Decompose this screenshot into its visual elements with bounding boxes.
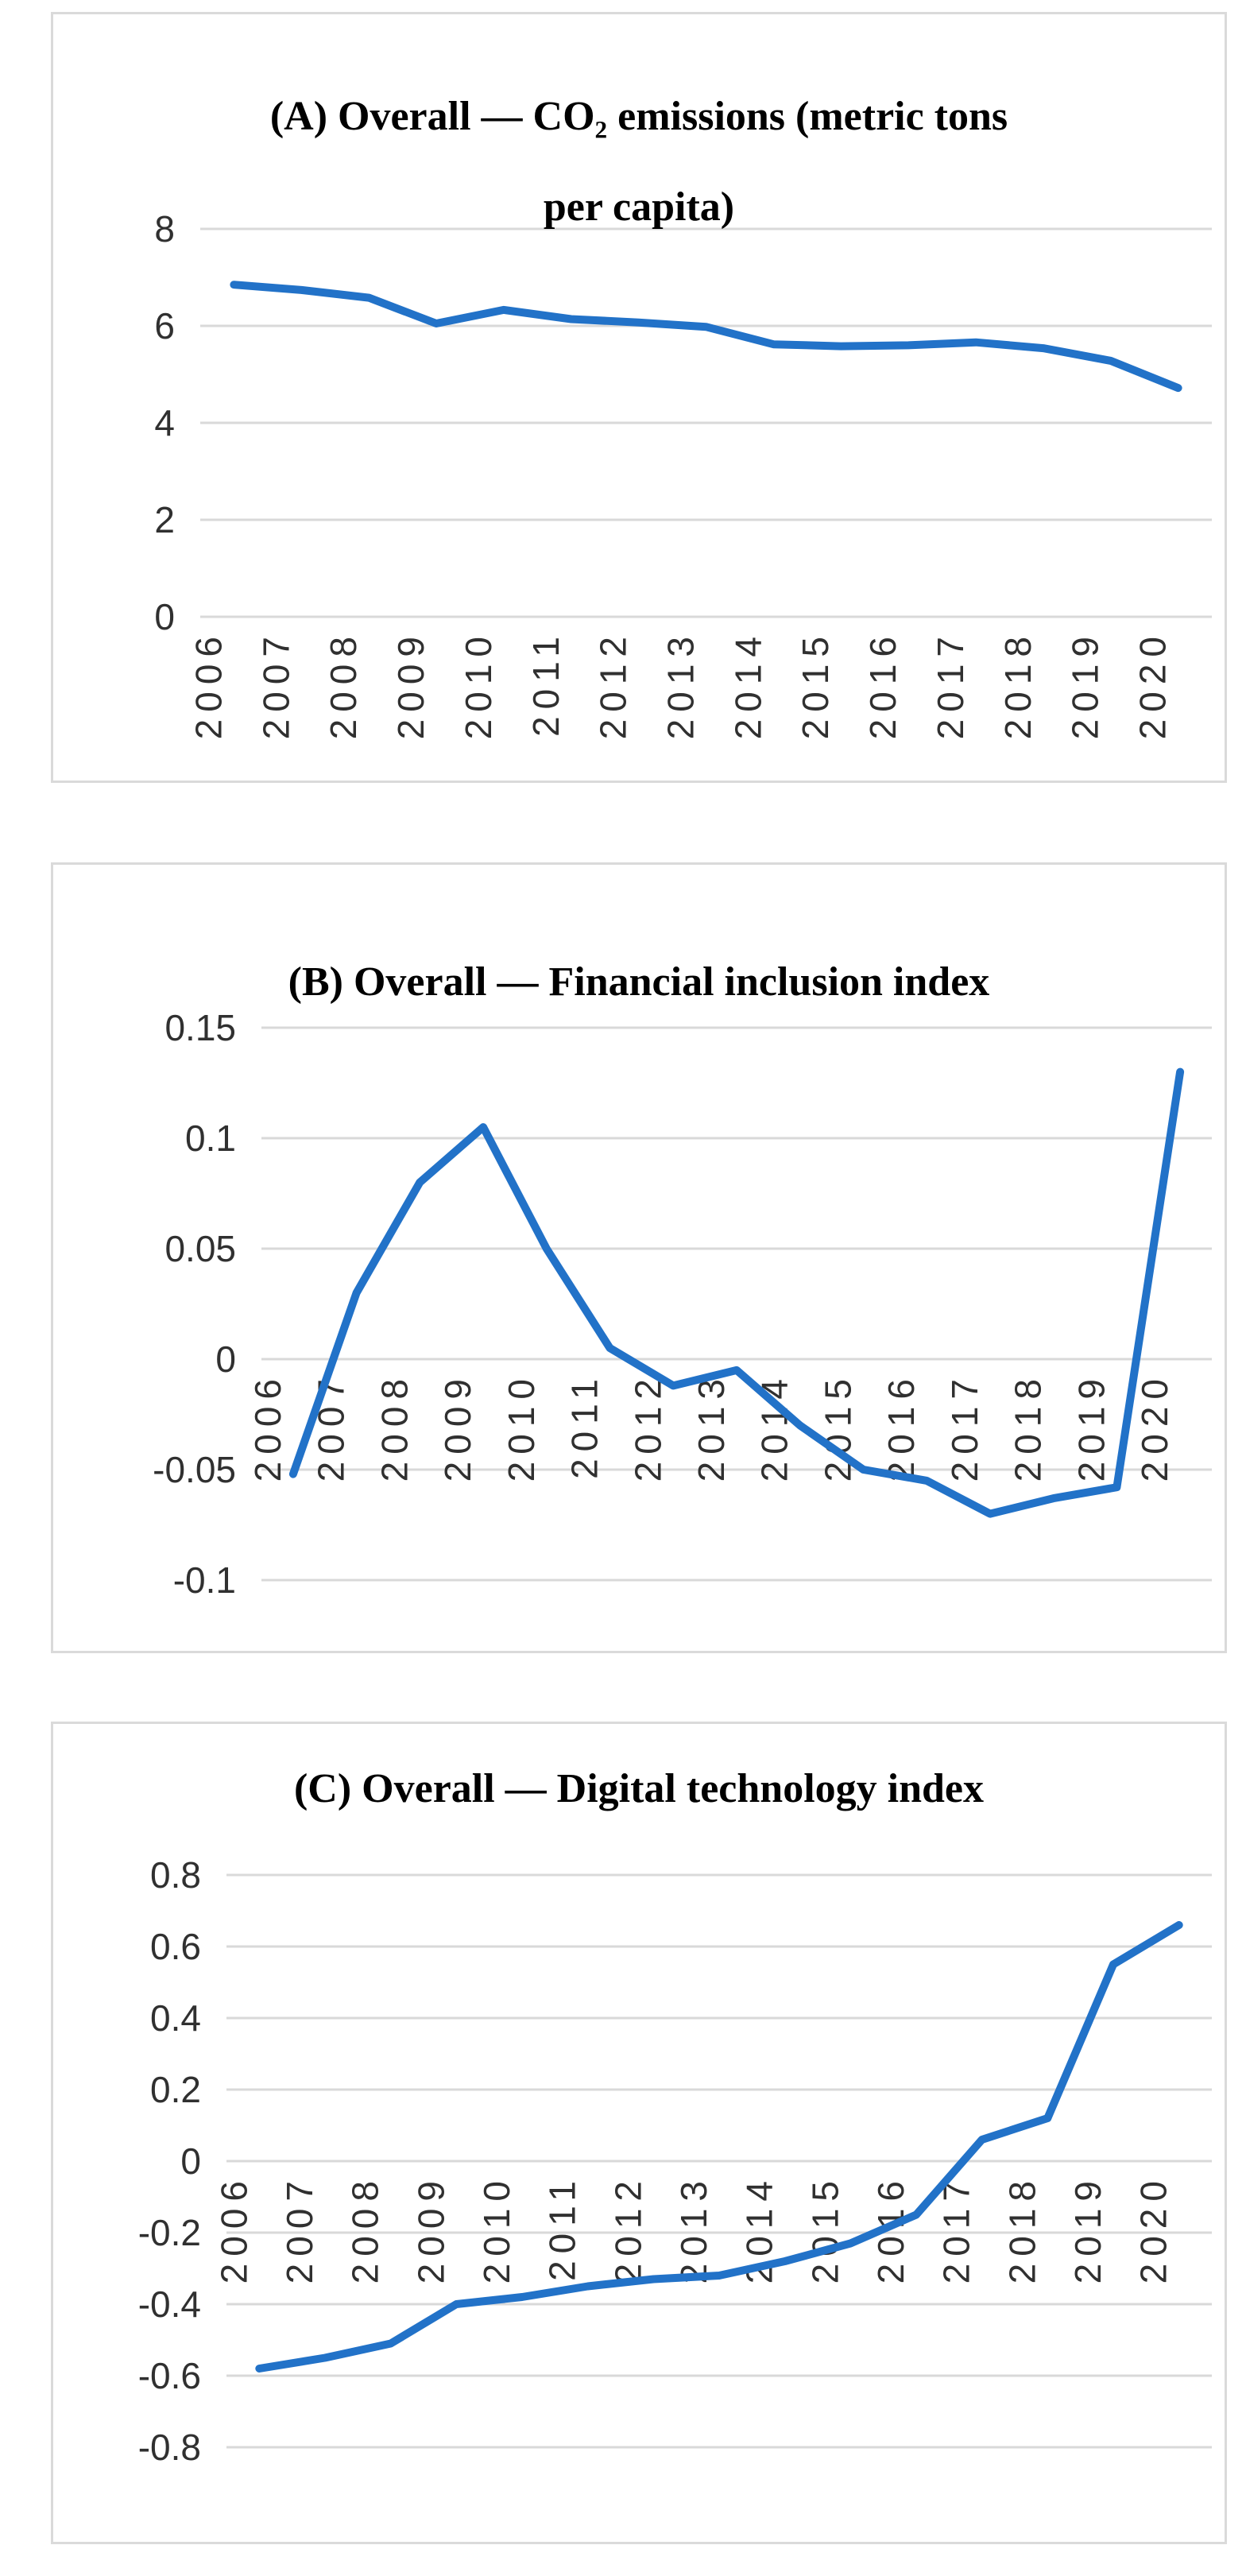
x-tick-label-year: 2018 bbox=[997, 629, 1039, 739]
x-tick-label-year: 2012 bbox=[627, 1372, 668, 1482]
y-tick-label: -0.05 bbox=[153, 1449, 236, 1490]
x-tick-label-year: 2017 bbox=[936, 2174, 977, 2284]
x-tick-label-year: 2013 bbox=[660, 629, 702, 739]
x-tick-label-year: 2019 bbox=[1067, 2174, 1109, 2284]
x-tick-label-year: 2011 bbox=[542, 2174, 583, 2281]
x-tick-label-year: 2015 bbox=[795, 629, 836, 739]
x-tick-label-year: 2019 bbox=[1065, 629, 1106, 739]
x-tick-label-year: 2013 bbox=[691, 1372, 732, 1482]
x-tick-label-year: 2006 bbox=[247, 1372, 288, 1482]
x-tick-label-year: 2008 bbox=[345, 2174, 386, 2284]
financial-inclusion-chart-panel: 0.15 0.1 0.05 0 -0.05 -0.1 2006 2007 2008 2009 201… bbox=[51, 862, 1227, 1653]
y-tick-label: 2 bbox=[154, 499, 175, 540]
y-tick-label: 0 bbox=[154, 596, 175, 637]
x-tick-label-year: 2010 bbox=[476, 2174, 517, 2284]
x-tick-label-year: 2009 bbox=[390, 629, 431, 739]
x-tick-label-year: 2016 bbox=[880, 1372, 922, 1482]
x-tick-label-year: 2013 bbox=[673, 2174, 714, 2284]
x-axis-tick-labels: 2006 2007 2008 2009 2010 2011 2012 2013 2014 2015… bbox=[188, 629, 1173, 739]
y-axis-tick-labels: 0.8 0.6 0.4 0.2 0 -0.2 -0.4 -0.6 -0.8 bbox=[138, 1854, 201, 2468]
x-tick-label-year: 2008 bbox=[323, 629, 364, 739]
y-tick-label: 0.4 bbox=[150, 1997, 201, 2039]
x-tick-label-year: 2007 bbox=[311, 1372, 352, 1482]
gridlines bbox=[226, 1873, 1212, 2449]
y-tick-label: 0.15 bbox=[164, 1007, 236, 1048]
y-tick-label: 4 bbox=[154, 402, 175, 444]
y-tick-label: 6 bbox=[154, 305, 175, 347]
x-tick-label-year: 2018 bbox=[1008, 1372, 1049, 1482]
x-tick-label-year: 2020 bbox=[1132, 629, 1174, 739]
digital-technology-line-chart: 0.8 0.6 0.4 0.2 0 -0.2 -0.4 -0.6 -0.8 2006 2007 200… bbox=[138, 1854, 1212, 2468]
x-tick-label-year: 2012 bbox=[607, 2174, 648, 2284]
x-axis-tick-labels: 2006 2007 2008 2009 2010 2011 2012 2013 2014 2015… bbox=[247, 1372, 1175, 1482]
x-tick-label-year: 2006 bbox=[188, 629, 229, 739]
x-tick-label-year: 2010 bbox=[458, 629, 499, 739]
x-tick-label-year: 2012 bbox=[593, 629, 634, 739]
x-tick-label-year: 2010 bbox=[501, 1372, 542, 1482]
y-tick-label: -0.4 bbox=[138, 2284, 201, 2325]
x-tick-label-year: 2020 bbox=[1134, 1372, 1175, 1482]
y-tick-label: 0.6 bbox=[150, 1926, 201, 1967]
x-tick-label-year: 2007 bbox=[279, 2174, 320, 2284]
x-tick-label-year: 2017 bbox=[944, 1372, 985, 1482]
y-tick-label: 8 bbox=[154, 208, 175, 250]
y-tick-label: 0.05 bbox=[164, 1228, 236, 1269]
digital-technology-chart-panel: 0.8 0.6 0.4 0.2 0 -0.2 -0.4 -0.6 -0.8 2006 2007 200… bbox=[51, 1722, 1227, 2544]
x-tick-label-year: 2006 bbox=[213, 2174, 254, 2284]
y-tick-label: -0.1 bbox=[173, 1559, 236, 1601]
co2-emissions-line-chart: 8 6 4 2 0 2006 2007 2008 2009 2010 2011 2012 2013 201… bbox=[154, 208, 1212, 739]
x-tick-label-year: 2011 bbox=[525, 629, 567, 737]
x-tick-label-year: 2018 bbox=[1001, 2174, 1043, 2284]
y-tick-label: 0 bbox=[215, 1338, 236, 1380]
x-tick-label-year: 2007 bbox=[255, 629, 296, 739]
co2-emissions-chart-panel: 8 6 4 2 0 2006 2007 2008 2009 2010 2011 2012 2013 201… bbox=[51, 12, 1227, 783]
y-tick-label: 0.8 bbox=[150, 1854, 201, 1896]
x-tick-label-year: 2009 bbox=[410, 2174, 451, 2284]
y-axis-tick-labels: 0.15 0.1 0.05 0 -0.05 -0.1 bbox=[153, 1007, 236, 1601]
y-tick-label: 0.1 bbox=[185, 1118, 236, 1159]
x-tick-label-year: 2009 bbox=[437, 1372, 478, 1482]
x-tick-label-year: 2008 bbox=[373, 1372, 415, 1482]
y-tick-label: -0.6 bbox=[138, 2355, 201, 2396]
x-tick-label-year: 2011 bbox=[564, 1372, 606, 1479]
y-axis-tick-labels: 8 6 4 2 0 bbox=[154, 208, 175, 637]
x-tick-label-year: 2016 bbox=[862, 629, 904, 739]
y-tick-label: -0.2 bbox=[138, 2212, 201, 2253]
series-line bbox=[288, 1067, 1185, 1518]
y-tick-label: 0 bbox=[180, 2140, 201, 2182]
gridlines bbox=[261, 1026, 1212, 1582]
figure-page: { "page": { "background": "#ffffff", "ac… bbox=[0, 12, 1246, 2576]
series-line bbox=[230, 281, 1182, 393]
gridlines bbox=[200, 227, 1212, 618]
x-tick-label-year: 2015 bbox=[804, 2174, 846, 2284]
y-tick-label: 0.2 bbox=[150, 2069, 201, 2110]
x-tick-label-year: 2020 bbox=[1133, 2174, 1174, 2284]
financial-inclusion-line-chart: 0.15 0.1 0.05 0 -0.05 -0.1 2006 2007 2008 2009 201… bbox=[153, 1007, 1212, 1601]
x-tick-label-year: 2019 bbox=[1070, 1372, 1112, 1482]
series-line bbox=[255, 1921, 1183, 2373]
y-tick-label: -0.8 bbox=[138, 2427, 201, 2468]
x-axis-tick-labels: 2006 2007 2008 2009 2010 2011 2012 2013 2014 2015… bbox=[213, 2174, 1174, 2284]
x-tick-label-year: 2017 bbox=[930, 629, 971, 739]
x-tick-label-year: 2014 bbox=[727, 629, 768, 739]
